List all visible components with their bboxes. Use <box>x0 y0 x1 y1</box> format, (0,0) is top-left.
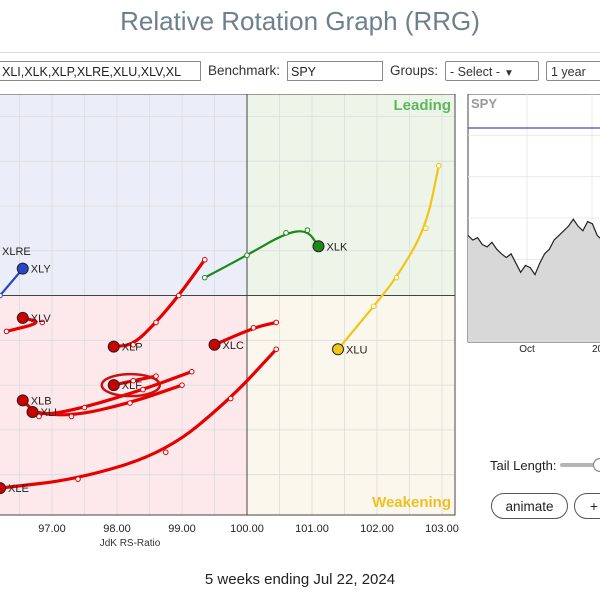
tail-point-xlc <box>273 319 280 326</box>
tail-point-xli <box>179 382 185 388</box>
title-divider <box>0 52 600 53</box>
head-xlu[interactable] <box>332 343 344 356</box>
animate-button[interactable]: animate <box>491 493 568 519</box>
tail-point-xle <box>75 476 81 482</box>
quadrant-label-leading: Leading <box>393 97 451 114</box>
tail-point-xlp <box>175 292 182 299</box>
page-title: Relative Rotation Graph (RRG) <box>120 6 480 36</box>
chevron-down-icon: ▼ <box>504 68 514 79</box>
tail-point-xlu <box>370 303 377 310</box>
head-xly[interactable] <box>16 262 29 275</box>
head-xlb[interactable] <box>16 394 29 407</box>
x-tick-label: 101.00 <box>295 523 329 535</box>
groups-select-value: - Select - <box>450 65 501 79</box>
head-xlk[interactable] <box>312 240 325 253</box>
label-xlu: XLU <box>346 344 367 356</box>
tail-point-xlu <box>422 225 429 232</box>
tail-point-xlc <box>250 324 257 331</box>
label-xlb: XLB <box>31 395 52 407</box>
tail-point-xlk <box>201 274 208 281</box>
tail-point-xlk <box>283 230 289 236</box>
x-tick-label: 99.00 <box>168 523 196 535</box>
label-xlk: XLK <box>327 241 348 253</box>
label-xle: XLE <box>8 483 29 495</box>
tail-point-xli <box>68 413 75 420</box>
groups-select[interactable]: - Select - ▼ <box>445 61 539 81</box>
tail-point-xlv <box>3 328 10 335</box>
plot-border <box>0 94 456 516</box>
tail-point-xlb <box>188 368 195 375</box>
head-xlc[interactable] <box>208 338 221 351</box>
xlf-highlight-ellipse <box>100 372 161 398</box>
tail-point-xlp <box>201 256 208 263</box>
tail-point-xly <box>0 292 3 299</box>
spy-mini-chart: SPY Oct 20 <box>467 94 600 355</box>
quadrant-weakening <box>247 295 455 515</box>
mini-line <box>467 218 600 276</box>
tail-point-xlu <box>435 162 442 169</box>
mini-area <box>468 219 600 342</box>
x-tick-label: 97.00 <box>38 523 66 535</box>
label-xly: XLY <box>31 264 52 276</box>
tail-point-xlv <box>39 319 46 326</box>
tail-point-xlf <box>130 377 137 384</box>
mini-x-tick: 20 <box>592 344 600 355</box>
period-select[interactable]: 1 year <box>546 61 600 81</box>
tail-point-xlb <box>81 404 88 411</box>
label-xlv: XLV <box>31 313 52 325</box>
tail-point-xlk <box>244 252 250 259</box>
rrg-chart[interactable]: 97.00 98.00 99.00 100.00 101.00 102.00 103.00 J… <box>0 94 460 554</box>
benchmark-label: Benchmark: <box>208 63 281 78</box>
tail-point-xle <box>162 449 169 456</box>
tail-point-xlp <box>130 342 137 348</box>
quadrant-label-weakening: Weakening <box>372 494 451 511</box>
head-xli[interactable] <box>26 405 39 418</box>
x-tick-label: 100.00 <box>230 523 264 535</box>
head-xlf[interactable] <box>107 379 120 392</box>
tail-point-xli <box>127 400 133 406</box>
symbols-input[interactable]: XLI,XLK,XLP,XLRE,XLU,XLV,XL <box>0 61 201 81</box>
slider-handle[interactable] <box>592 457 600 473</box>
groups-label: Groups: <box>390 63 439 78</box>
label-xli: XLI <box>41 407 58 419</box>
tail-point-xlb <box>140 386 146 393</box>
tail-length-slider[interactable] <box>560 455 600 475</box>
x-tick-label: 103.00 <box>425 523 459 535</box>
x-tick-label: 98.00 <box>103 523 131 535</box>
label-xlre: XLRE <box>2 246 31 258</box>
x-tick-label: 102.00 <box>360 523 394 535</box>
add-button[interactable]: + <box>574 493 600 519</box>
mini-symbol-label: SPY <box>471 96 497 111</box>
benchmark-input[interactable]: SPY <box>287 61 383 81</box>
head-xle[interactable] <box>0 482 6 495</box>
tail-xlk[interactable] <box>203 230 320 279</box>
period-select-value: 1 year <box>551 65 586 79</box>
head-xlv[interactable] <box>16 311 29 324</box>
quadrant-leading <box>247 94 455 296</box>
mini-x-tick: Oct <box>519 344 535 355</box>
head-xlp[interactable] <box>107 340 120 353</box>
label-xlc: XLC <box>223 340 244 352</box>
x-axis-label: JdK RS-Ratio <box>100 538 161 549</box>
label-xlp: XLP <box>122 342 143 354</box>
tail-xli[interactable] <box>30 383 184 417</box>
tail-xlp[interactable] <box>112 258 207 349</box>
tail-length-label: Tail Length: <box>490 458 557 473</box>
tail-point-xlu <box>393 274 400 281</box>
date-caption: 5 weeks ending Jul 22, 2024 <box>204 571 396 588</box>
tail-point-xlp <box>153 319 159 326</box>
tail-xle[interactable] <box>0 347 278 490</box>
tail-point-xlk <box>304 227 311 233</box>
toolbar: XLI,XLK,XLP,XLRE,XLU,XLV,XL Benchmark: S… <box>0 61 600 83</box>
tail-point-xle <box>273 346 280 353</box>
tail-point-xle <box>227 395 234 402</box>
label-xlf: XLF <box>122 380 142 392</box>
